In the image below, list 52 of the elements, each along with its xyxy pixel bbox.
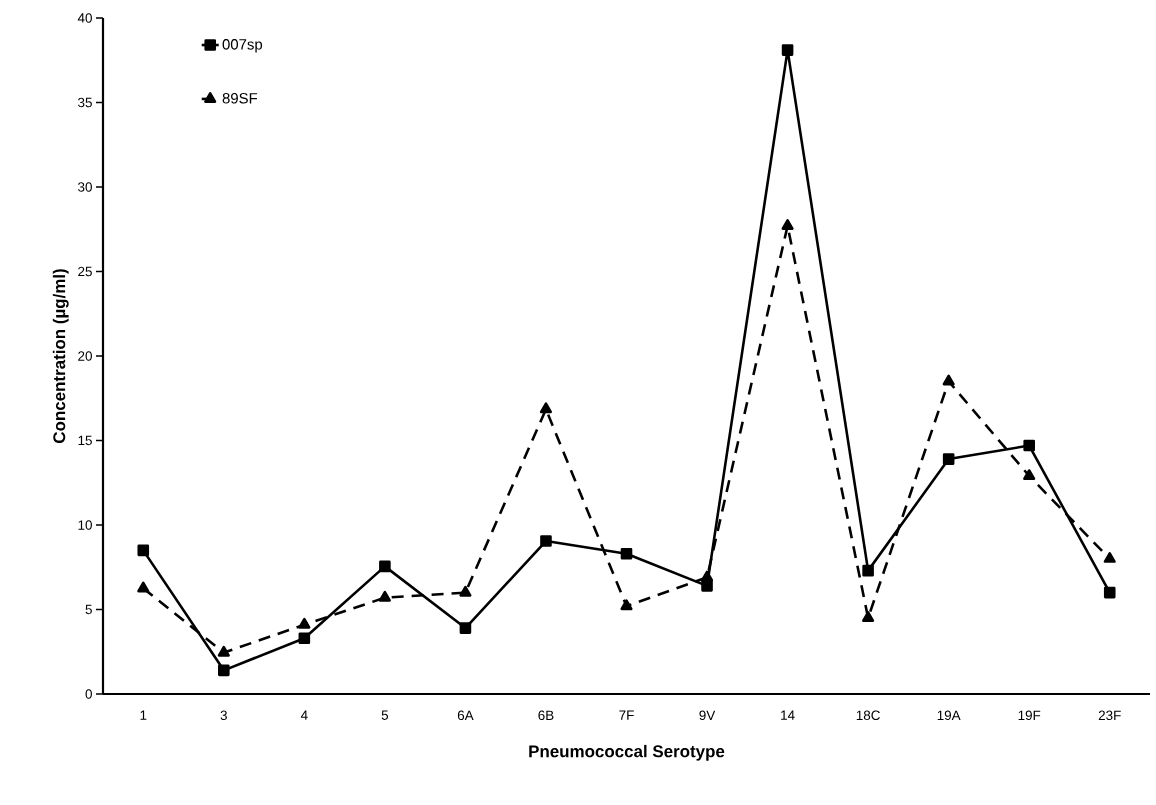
point [700,570,714,582]
x-tick-label: 1 [140,710,147,720]
point [862,564,874,577]
legend-label: 89SF [222,92,258,104]
x-tick-label: 19A [937,710,961,721]
point [137,544,150,557]
point [1103,552,1116,563]
y-tick-label: 10 [78,520,92,530]
point [378,590,391,602]
point [298,632,311,645]
y-tick-label: 5 [85,604,92,615]
y-tick-label: 25 [78,266,92,277]
y-tick-label: 15 [78,435,92,446]
point [942,374,955,386]
point [781,219,794,230]
point [701,580,713,592]
point [620,599,633,611]
point [942,453,955,465]
point [781,44,794,56]
x-tick-label: 18C [856,710,880,721]
x-tick-label: 14 [781,710,795,720]
x-tick-label: 5 [381,710,389,720]
point [298,617,311,629]
y-tick-label: 40 [77,13,92,23]
point [1103,586,1116,599]
point [379,560,391,573]
point [540,535,552,547]
x-tick-label: 4 [300,710,308,720]
point [137,581,150,593]
x-tick-label: 3 [220,710,227,721]
point [1023,469,1036,481]
y-tick-label: 20 [78,351,92,361]
point [459,585,472,597]
x-tick-label: 6A [457,710,474,721]
x-axis-title: Pneumococcal Serotype [529,744,725,761]
x-tick-label: 6B [538,710,554,721]
y-tick-label: 0 [85,689,92,699]
point [217,645,230,657]
y-tick-label: 35 [78,97,92,108]
legend-label: 007sp [222,39,263,53]
point [1023,439,1035,452]
x-tick-label: 23F [1098,710,1121,721]
point [459,622,472,634]
x-tick-label: 19F [1018,710,1041,721]
point [620,547,633,560]
y-tick-label: 30 [78,182,92,192]
point [862,611,875,622]
y-axis-title: Concentration (µg/ml) [52,269,69,443]
point [218,664,230,677]
point [539,402,553,414]
x-tick-label: 9V [699,710,716,721]
x-tick-label: 7F [619,710,634,720]
